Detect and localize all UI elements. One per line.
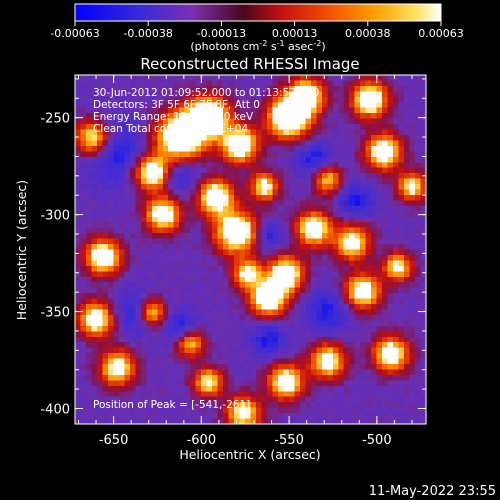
- info-line-detectors: Detectors: 3F 5F 6F 7F 8F, Att 0: [93, 99, 260, 111]
- colorbar-tick-label: -0.00013: [197, 27, 246, 40]
- x-tick-label: -650: [99, 433, 129, 448]
- colorbar-tick-label: -0.00038: [123, 27, 172, 40]
- x-axis-ticks: -650 -600 -550 -500: [78, 75, 413, 448]
- info-line-energy: Energy Range: 12.0 - 25.0 keV: [93, 111, 254, 123]
- x-tick-label: -550: [274, 433, 304, 448]
- plot-frame: [74, 74, 427, 425]
- colorbar-ticks: -0.00063 -0.00038 -0.00013 0.00013 0.00038 0.…: [50, 21, 464, 40]
- x-axis-label: Heliocentric X (arcsec): [179, 447, 320, 462]
- info-block: 30-Jun-2012 01:09:52.000 to 01:13:52.000…: [93, 87, 319, 135]
- colorbar-tick-label: 0.00063: [418, 27, 464, 40]
- x-tick-label: -600: [187, 433, 217, 448]
- y-tick-label: -400: [40, 402, 70, 417]
- colorbar: -0.00063 -0.00038 -0.00013 0.00013 0.00038 0.…: [50, 3, 464, 53]
- colorbar-units: (photons cm-2 s-1 asec-2): [190, 39, 325, 53]
- peak-position: Position of Peak = [-541,-261]: [93, 399, 250, 411]
- info-line-counts: Clean Total counts: 1.37E+04: [93, 123, 248, 135]
- y-axis-ticks: -250 -300 -350 -400: [40, 78, 426, 417]
- info-line-time: 30-Jun-2012 01:09:52.000 to 01:13:52.000: [93, 87, 319, 99]
- colorbar-gradient: [74, 3, 442, 22]
- colorbar-tick-label: -0.00063: [50, 27, 99, 40]
- timestamp: 11-May-2022 23:55: [369, 484, 496, 499]
- colorbar-tick-label: 0.00038: [345, 27, 391, 40]
- plot-title: Reconstructed RHESSI Image: [140, 55, 359, 73]
- y-tick-label: -350: [40, 306, 70, 321]
- x-tick-label: -500: [362, 433, 392, 448]
- y-tick-label: -250: [40, 112, 70, 127]
- y-axis-label: Heliocentric Y (arcsec): [14, 180, 29, 320]
- y-tick-label: -300: [40, 209, 70, 224]
- image-heatmap: [75, 75, 426, 424]
- colorbar-tick-label: 0.00013: [272, 27, 318, 40]
